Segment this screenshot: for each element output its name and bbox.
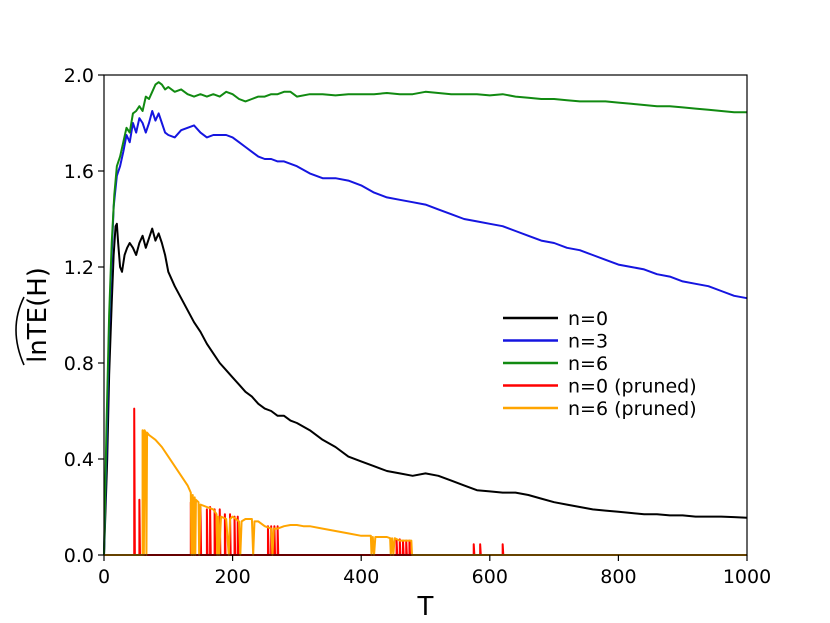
y-axis-label-hat: [15, 296, 25, 366]
y-tick-label: 0.0: [64, 545, 94, 567]
legend-label: n=0: [568, 308, 608, 330]
series-line-n-3: [103, 110, 748, 556]
series-line-n-6: [103, 81, 747, 556]
legend: n=0n=3n=6n=0 (pruned)n=6 (pruned): [503, 308, 697, 420]
x-tick-label: 600: [472, 566, 508, 588]
y-axis-label-group: lnTE(H): [15, 267, 53, 366]
ticks-layer: 0 200 400 600 800 1000 0.0 0.4 0.8 1.2 1.6 2.0: [64, 65, 771, 588]
y-tick-label: 0.8: [64, 353, 94, 375]
x-axis-label: T: [417, 592, 434, 622]
x-tick-label: 400: [343, 566, 379, 588]
x-tick-label: 200: [214, 566, 250, 588]
plot-frame: [103, 74, 748, 556]
y-tick-label: 0.4: [64, 449, 94, 471]
y-tick-label: 2.0: [64, 65, 94, 87]
series-line-n-6-pruned: [104, 429, 747, 556]
series-layer: [103, 81, 748, 556]
y-axis-label: lnTE(H): [23, 267, 53, 363]
x-tick-label: 0: [98, 566, 110, 588]
series-line-n-0: [103, 222, 748, 556]
x-tick-label: 1000: [723, 566, 771, 588]
legend-label: n=6: [568, 353, 608, 375]
legend-label: n=0 (pruned): [568, 376, 697, 398]
y-tick-label: 1.6: [64, 161, 94, 183]
y-tick-label: 1.2: [64, 257, 94, 279]
x-tick-label: 800: [600, 566, 636, 588]
legend-label: n=6 (pruned): [568, 398, 697, 420]
legend-label: n=3: [568, 331, 608, 353]
